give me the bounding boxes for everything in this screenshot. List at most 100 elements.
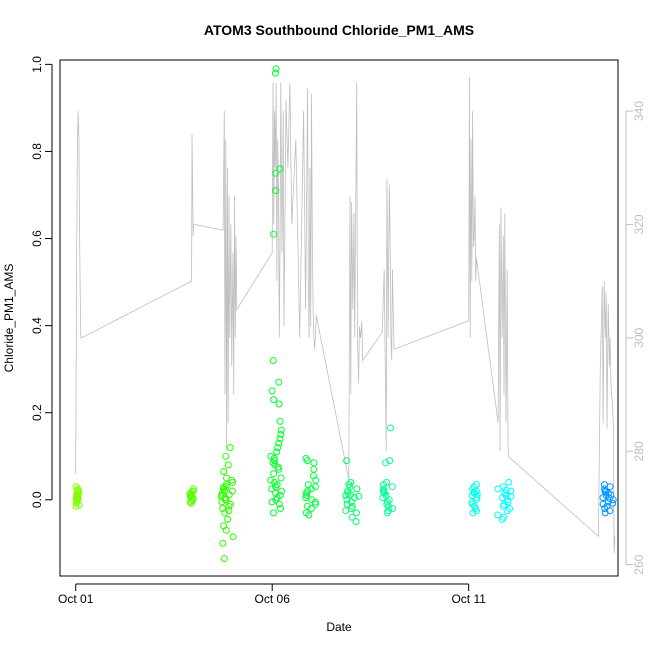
data-point — [278, 487, 285, 495]
data-point — [312, 476, 320, 484]
data-point — [472, 496, 480, 504]
data-point — [276, 435, 284, 443]
data-point — [347, 491, 354, 499]
data-point — [221, 509, 229, 517]
data-point — [188, 497, 196, 505]
data-point — [342, 507, 350, 515]
data-point — [222, 481, 230, 489]
point-cluster — [342, 457, 363, 526]
data-point — [275, 465, 283, 473]
data-point — [223, 474, 231, 482]
data-point — [224, 461, 232, 469]
data-point — [469, 509, 477, 517]
data-point — [310, 465, 318, 473]
data-point — [220, 468, 228, 475]
data-point — [268, 387, 276, 395]
plot-frame — [59, 59, 619, 577]
data-point — [226, 444, 234, 451]
data-point — [220, 522, 228, 530]
data-point — [224, 515, 232, 523]
data-point — [312, 500, 319, 508]
data-point — [494, 511, 502, 519]
data-point — [229, 478, 237, 486]
y2-tick-label: 300 — [632, 327, 646, 347]
data-point — [506, 505, 513, 512]
x-tick-label: Oct 06 — [255, 592, 291, 606]
y-axis-label: Chloride_PM1_AMS — [2, 264, 16, 373]
data-point — [507, 492, 515, 500]
data-point — [386, 457, 394, 465]
data-point — [383, 500, 391, 508]
data-point — [469, 485, 477, 493]
data-point — [355, 492, 363, 500]
point-cluster — [302, 454, 320, 519]
data-point — [307, 485, 315, 493]
point-cluster — [379, 424, 397, 517]
data-point — [305, 511, 313, 519]
data-point — [272, 496, 280, 504]
data-point — [270, 509, 277, 517]
data-point — [352, 509, 360, 517]
data-point — [380, 488, 388, 496]
data-point — [505, 478, 513, 486]
data-point — [277, 426, 285, 434]
data-point — [274, 444, 282, 451]
point-cluster — [186, 485, 197, 507]
data-point — [72, 502, 80, 510]
data-point — [269, 459, 277, 467]
data-point — [219, 539, 227, 547]
data-point — [602, 488, 610, 496]
data-point — [277, 505, 284, 512]
data-point — [222, 483, 230, 491]
data-point — [222, 496, 230, 504]
altitude-series-line — [75, 76, 616, 554]
axes-layer: 0.0 0.2 0.4 0.6 0.8 1.0 260 280 300 320 340 Oct 01 O… — [30, 56, 646, 606]
y-tick-label: 0.4 — [30, 317, 44, 334]
data-point — [347, 498, 355, 506]
data-point — [503, 507, 511, 515]
data-point — [352, 518, 360, 526]
data-point — [342, 491, 350, 499]
data-point — [271, 457, 279, 465]
data-point — [303, 502, 311, 510]
y-tick-label: 0.2 — [30, 404, 44, 421]
data-point — [188, 488, 196, 496]
data-point — [347, 478, 355, 486]
data-point — [500, 513, 508, 521]
data-point — [348, 513, 356, 521]
data-point — [275, 500, 283, 508]
x-axis-label: Date — [326, 620, 352, 634]
data-point — [268, 498, 276, 506]
data-point — [507, 487, 515, 495]
data-point — [307, 505, 315, 512]
data-point — [302, 494, 310, 502]
x-tick-label: Oct 11 — [451, 592, 486, 606]
data-point — [311, 498, 319, 506]
data-point — [606, 483, 614, 491]
data-point — [275, 378, 283, 386]
data-point — [310, 459, 318, 467]
data-point — [343, 457, 351, 465]
data-point — [217, 492, 225, 500]
scatter-points-layer — [72, 65, 617, 563]
data-point — [385, 502, 393, 510]
data-point — [225, 507, 233, 515]
data-point — [605, 494, 613, 502]
data-point — [304, 487, 312, 495]
data-point — [275, 400, 283, 408]
point-cluster — [494, 478, 515, 523]
data-point — [380, 485, 387, 493]
data-point — [270, 230, 277, 238]
data-point — [388, 483, 396, 491]
y2-tick-label: 340 — [632, 101, 646, 121]
data-point — [502, 486, 510, 494]
data-point — [273, 448, 281, 456]
data-point — [382, 459, 390, 467]
data-point — [221, 487, 229, 495]
data-point — [220, 555, 228, 563]
y2-tick-label: 320 — [632, 214, 646, 234]
data-point — [72, 494, 80, 502]
data-point — [502, 491, 510, 499]
data-point — [387, 424, 394, 432]
data-point — [272, 483, 279, 491]
